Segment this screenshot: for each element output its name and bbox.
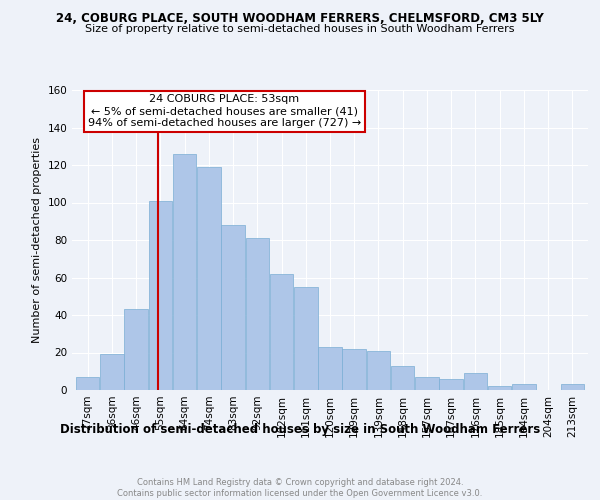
- Bar: [391, 366, 415, 390]
- Bar: [512, 384, 536, 390]
- Bar: [367, 350, 390, 390]
- Bar: [245, 238, 269, 390]
- Bar: [415, 377, 439, 390]
- Bar: [318, 347, 342, 390]
- Text: Size of property relative to semi-detached houses in South Woodham Ferrers: Size of property relative to semi-detach…: [85, 24, 515, 34]
- Bar: [439, 379, 463, 390]
- Text: 24 COBURG PLACE: 53sqm
← 5% of semi-detached houses are smaller (41)
94% of semi: 24 COBURG PLACE: 53sqm ← 5% of semi-deta…: [88, 94, 361, 128]
- Bar: [294, 287, 317, 390]
- Bar: [464, 373, 487, 390]
- Bar: [149, 200, 172, 390]
- Bar: [124, 310, 148, 390]
- Bar: [270, 274, 293, 390]
- Bar: [173, 154, 196, 390]
- Bar: [560, 384, 584, 390]
- Text: Contains HM Land Registry data © Crown copyright and database right 2024.
Contai: Contains HM Land Registry data © Crown c…: [118, 478, 482, 498]
- Text: Distribution of semi-detached houses by size in South Woodham Ferrers: Distribution of semi-detached houses by …: [60, 422, 540, 436]
- Bar: [343, 349, 366, 390]
- Bar: [100, 354, 124, 390]
- Y-axis label: Number of semi-detached properties: Number of semi-detached properties: [32, 137, 42, 343]
- Text: 24, COBURG PLACE, SOUTH WOODHAM FERRERS, CHELMSFORD, CM3 5LY: 24, COBURG PLACE, SOUTH WOODHAM FERRERS,…: [56, 12, 544, 26]
- Bar: [488, 386, 511, 390]
- Bar: [221, 225, 245, 390]
- Bar: [76, 377, 100, 390]
- Bar: [197, 167, 221, 390]
